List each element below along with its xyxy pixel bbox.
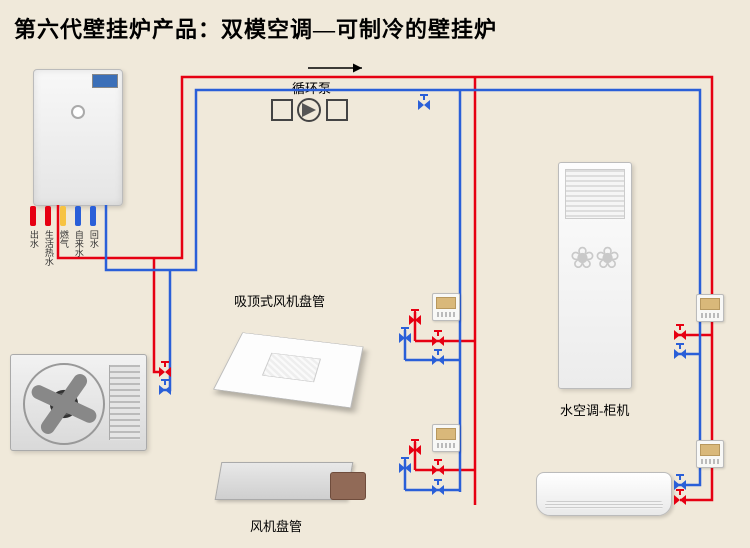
port-label: 生活热水 [43,230,53,266]
ceiling-cassette [226,316,356,392]
boiler-port [60,206,66,226]
page-title: 第六代壁挂炉产品：双模空调—可制冷的壁挂炉 [14,12,497,44]
thermostat [432,424,460,452]
boiler-port [75,206,81,226]
boiler-ports [30,206,96,226]
cabinet-label: 水空调-柜机 [560,400,629,419]
port-label: 燃气 [58,230,68,248]
thermostat [432,293,460,321]
pump-label: 循环泵 [292,78,331,97]
thermostat [696,294,724,322]
outdoor-unit [10,354,147,451]
port-label: 自来水 [73,230,83,257]
fcu-label: 风机盘管 [250,516,302,535]
fan-coil-unit [218,454,368,506]
boiler-port [30,206,36,226]
boiler-unit [33,69,123,206]
thermostat [696,440,724,468]
cabinet-ac: ❀❀ [558,162,632,389]
pump-icon [297,98,321,122]
port-label: 出水 [28,230,38,248]
cassette-label: 吸顶式风机盘管 [234,291,325,310]
boiler-port [45,206,51,226]
boiler-port [90,206,96,226]
flower-icon: ❀❀ [559,241,631,276]
fan-icon [23,363,105,445]
port-label: 回水 [88,230,98,248]
diagram-canvas: 第六代壁挂炉产品：双模空调—可制冷的壁挂炉 ❀❀ 循环泵 吸顶式风机盘管 风机盘… [0,0,750,548]
grille [109,365,140,440]
pump-inlet-box [271,99,293,121]
pump-outlet-box [326,99,348,121]
wall-mount-ac [536,472,672,516]
